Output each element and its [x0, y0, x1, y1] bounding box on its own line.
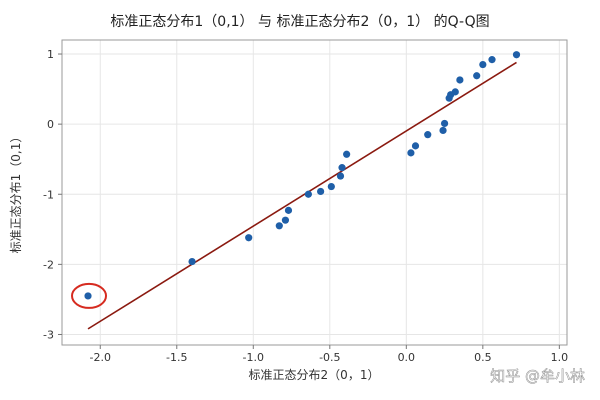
x-axis-label: 标准正态分布2（0，1）	[249, 368, 380, 382]
data-point	[473, 72, 481, 80]
data-point	[512, 51, 521, 59]
y-tick-label: 0	[47, 118, 54, 131]
chart-title: 标准正态分布1（0,1） 与 标准正态分布2（0，1） 的Q-Q图	[110, 14, 489, 30]
watermark: 知乎 @牟小林	[490, 367, 585, 385]
data-point	[456, 76, 464, 84]
data-point	[411, 142, 420, 150]
data-point	[338, 164, 346, 172]
x-tick-label: -0.5	[319, 351, 340, 364]
data-point	[245, 234, 253, 242]
x-tick-label: -2.0	[90, 351, 111, 364]
data-point	[479, 60, 487, 69]
y-axis-label: 标准正态分布1（0,1）	[9, 131, 23, 254]
x-tick-label: -1.0	[243, 351, 264, 364]
data-point	[440, 119, 449, 128]
data-point	[424, 131, 432, 139]
data-point	[451, 88, 459, 96]
data-point	[84, 292, 92, 300]
data-point	[439, 126, 447, 135]
y-tick-label: -1	[43, 188, 54, 201]
data-point	[317, 187, 325, 196]
data-points	[84, 51, 521, 300]
x-tick-label: 0.5	[474, 351, 492, 364]
x-tick-label: -1.5	[166, 351, 187, 364]
y-tick-label: -2	[43, 258, 54, 271]
data-point	[275, 222, 283, 230]
data-point	[407, 149, 415, 157]
data-point	[284, 206, 293, 214]
data-point	[281, 216, 290, 224]
data-point	[304, 190, 312, 198]
data-point	[488, 56, 496, 64]
x-tick-label: 1.0	[551, 351, 569, 364]
reference-line-group	[87, 61, 517, 330]
plot-area-frame	[61, 39, 568, 346]
outlier-highlight-circle	[71, 282, 108, 309]
data-point	[336, 172, 345, 180]
reference-line	[87, 61, 517, 330]
data-point	[188, 257, 196, 266]
x-axis-ticks: -2.0 -1.5 -1.0 -0.5 0.0 0.5 1.0	[90, 345, 569, 364]
y-tick-label: -3	[43, 328, 54, 341]
data-point	[327, 182, 335, 191]
outlier-highlight-group	[71, 282, 108, 309]
y-tick-label: 1	[47, 48, 54, 61]
x-tick-label: 0.0	[398, 351, 416, 364]
data-point	[343, 150, 351, 158]
y-axis-ticks: -3 -2 -1 0 1	[43, 48, 62, 341]
chart-grid	[62, 40, 567, 345]
